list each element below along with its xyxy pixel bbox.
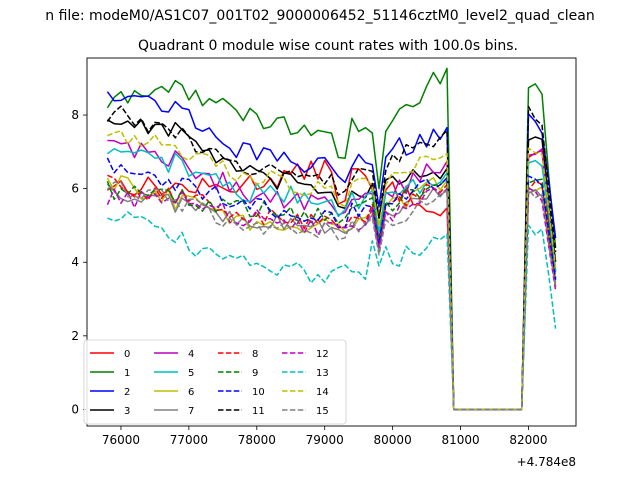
y-tick-label: 2 xyxy=(71,329,79,343)
x-tick-label: 81000 xyxy=(441,433,479,447)
x-tick-label: 80000 xyxy=(374,433,412,447)
x-tick-label: 78000 xyxy=(238,433,276,447)
legend-label: 8 xyxy=(252,349,258,360)
legend-label: 5 xyxy=(188,368,194,379)
y-tick-label: 6 xyxy=(71,182,79,196)
legend-label: 11 xyxy=(252,406,265,417)
legend-label: 2 xyxy=(124,387,130,398)
legend-label: 13 xyxy=(316,368,329,379)
chart-title: Quadrant 0 module wise count rates with … xyxy=(138,38,518,54)
legend-label: 4 xyxy=(188,349,194,360)
y-tick-label: 8 xyxy=(71,108,79,122)
x-tick-label: 77000 xyxy=(170,433,208,447)
legend-label: 7 xyxy=(188,406,194,417)
legend-label: 14 xyxy=(316,387,329,398)
x-tick-label: 76000 xyxy=(102,433,140,447)
series-layer xyxy=(106,67,557,411)
legend-label: 15 xyxy=(316,406,329,417)
legend-label: 10 xyxy=(252,387,265,398)
legend-label: 9 xyxy=(252,368,258,379)
legend-label: 6 xyxy=(188,387,194,398)
legend-label: 1 xyxy=(124,368,130,379)
legend-label: 3 xyxy=(124,406,130,417)
x-axis-offset-label: +4.784e8 xyxy=(517,455,576,469)
plot-frame xyxy=(86,57,577,427)
y-tick-label: 0 xyxy=(71,402,79,416)
legend-box xyxy=(83,339,347,425)
x-tick-label: 82000 xyxy=(509,433,547,447)
x-axis: 76000 77000 78000 79000 80000 81000 82000 xyxy=(102,426,548,447)
legend-label: 12 xyxy=(316,349,329,360)
legend-label: 0 xyxy=(124,349,130,360)
file-title: n file: modeM0/AS1C07_001T02_9000006452_… xyxy=(45,8,594,24)
y-tick-label: 4 xyxy=(71,255,79,269)
series-line-15 xyxy=(106,181,557,411)
series-line-12 xyxy=(106,187,557,411)
x-tick-label: 79000 xyxy=(306,433,344,447)
